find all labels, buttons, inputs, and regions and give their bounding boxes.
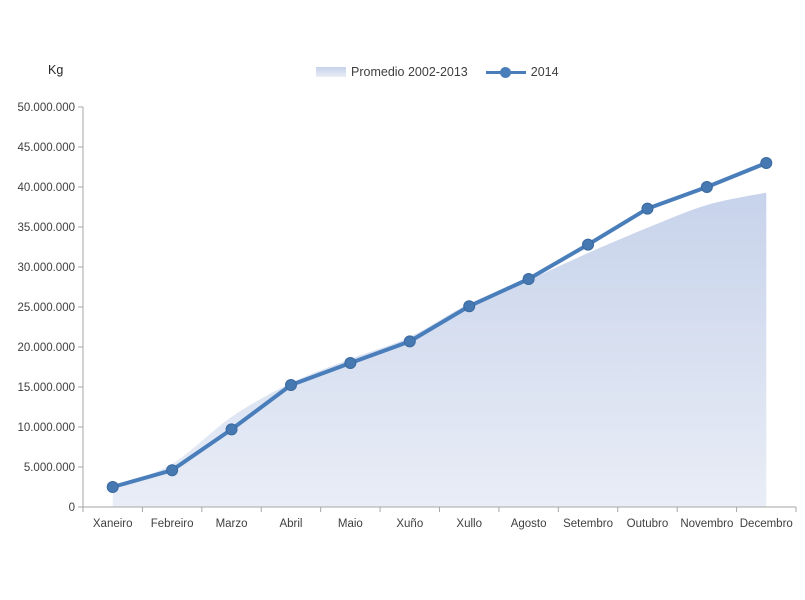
y-axis-tick-label: 10.000.000: [17, 422, 75, 434]
y-axis-tick-label: 20.000.000: [17, 342, 75, 354]
data-point-2014-setembro: [582, 238, 595, 251]
data-point-2014-maio: [344, 357, 357, 369]
y-axis-unit-label: Kg: [48, 63, 64, 77]
data-point-2014-xaneiro: [106, 481, 119, 493]
y-axis-tick-label: 15.000.000: [17, 382, 75, 394]
x-axis-label-decembro: Decembro: [740, 518, 793, 530]
data-point-2014-marzo: [225, 423, 238, 436]
y-axis-tick-label: 45.000.000: [17, 142, 75, 154]
data-point-2014-novembro: [700, 181, 713, 193]
y-axis-tick-label: 50.000.000: [17, 102, 75, 114]
x-axis-label-novembro: Novembro: [680, 518, 733, 530]
x-axis-label-agosto: Agosto: [511, 518, 547, 530]
y-axis-tick-label: 35.000.000: [17, 222, 75, 234]
legend-label-promedio: Promedio 2002-2013: [351, 65, 468, 79]
x-axis-label-xuño: Xuño: [396, 518, 423, 530]
line-marker-swatch-icon: [485, 66, 526, 78]
x-axis-label-outubro: Outubro: [627, 518, 669, 530]
data-point-2014-decembro: [760, 157, 773, 169]
y-axis-tick-label: 40.000.000: [17, 182, 75, 194]
legend-item-promedio: Promedio 2002-2013: [316, 65, 468, 79]
x-axis-label-xullo: Xullo: [456, 518, 482, 530]
legend-item-2014: 2014: [485, 65, 559, 79]
x-axis-label-marzo: Marzo: [216, 518, 248, 530]
y-axis-tick-label: 5.000.000: [24, 462, 75, 474]
x-axis-label-abril: Abril: [279, 518, 302, 530]
series-area-promedio: [112, 192, 767, 507]
area-swatch-icon: [316, 67, 346, 77]
data-point-2014-febreiro: [166, 464, 179, 477]
data-point-2014-abril: [284, 379, 297, 391]
data-point-2014-xullo: [463, 300, 476, 313]
data-point-2014-agosto: [522, 273, 535, 285]
x-axis-label-maio: Maio: [338, 518, 363, 530]
y-axis-tick-label: 25.000.000: [17, 302, 75, 314]
x-axis-label-setembro: Setembro: [563, 518, 613, 530]
x-axis-label-febreiro: Febreiro: [151, 518, 194, 530]
y-axis-tick-label: 0: [69, 502, 75, 514]
y-axis-tick-label: 30.000.000: [17, 262, 75, 274]
series-line-2014: [110, 161, 769, 489]
data-point-2014-xuño: [403, 335, 416, 348]
legend-label-2014: 2014: [530, 65, 559, 79]
legend: Promedio 2002-2013 2014: [316, 62, 559, 82]
x-axis-label-xaneiro: Xaneiro: [93, 518, 133, 530]
data-point-2014-outubro: [641, 202, 654, 215]
